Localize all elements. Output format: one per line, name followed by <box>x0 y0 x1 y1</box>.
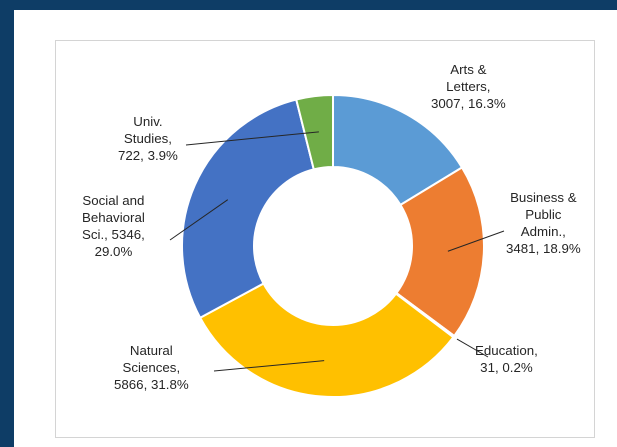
slice-business-public-admin <box>395 166 485 338</box>
leader-line-social-and-behavioral-sci <box>169 199 229 241</box>
leader-line-education <box>456 338 489 358</box>
label-natural-sciences: Natural Sciences, 5866, 31.8% <box>114 343 189 392</box>
donut-chart: Arts & Letters, 3007, 16.3% Business & P… <box>55 40 595 438</box>
donut-chart-svg <box>169 93 505 398</box>
slice-social-and-behavioral-sci <box>181 98 315 320</box>
label-social-behavioral: Social and Behavioral Sci., 5346, 29.0% <box>82 193 145 259</box>
slice-arts-letters <box>332 93 464 207</box>
slide-panel: Arts & Letters, 3007, 16.3% Business & P… <box>14 10 617 447</box>
leader-line-univ-studies <box>185 131 319 146</box>
label-business-public-admin: Business & Public Admin., 3481, 18.9% <box>506 190 581 256</box>
label-education: Education, 31, 0.2% <box>475 343 538 375</box>
leader-line-natural-sciences <box>213 360 325 372</box>
leader-line-business-public-admin <box>447 230 505 252</box>
slice-natural-sciences <box>198 282 455 398</box>
label-univ-studies: Univ. Studies, 722, 3.9% <box>118 114 178 163</box>
label-arts-letters: Arts & Letters, 3007, 16.3% <box>431 62 506 111</box>
